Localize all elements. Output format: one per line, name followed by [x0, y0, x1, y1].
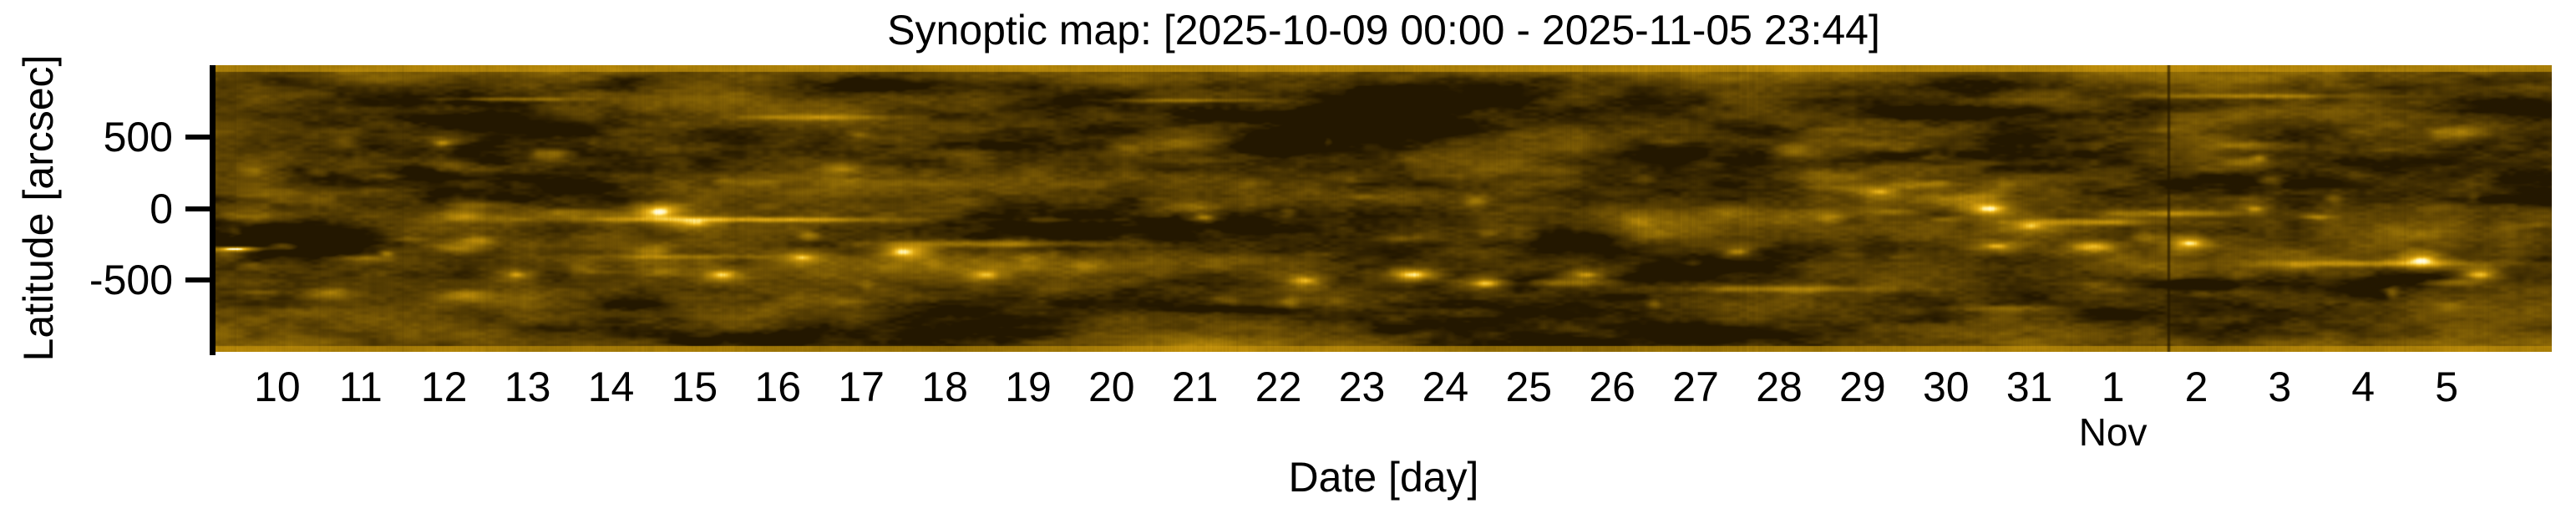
y-tick-label: 500 [103, 114, 173, 160]
x-tick-label: 21 [1171, 364, 1219, 410]
y-tick-mark [185, 135, 210, 140]
x-tick-label: 14 [587, 364, 635, 410]
y-tick-mark [185, 206, 210, 211]
x-tick-label: 15 [671, 364, 718, 410]
x-tick-label: 20 [1088, 364, 1135, 410]
x-tick-label: 31 [2006, 364, 2053, 410]
y-axis-spine [210, 65, 216, 355]
synoptic-map-image [216, 65, 2552, 352]
y-tick-label: 0 [150, 186, 173, 232]
y-tick-label: -500 [89, 257, 173, 303]
x-tick-label: 2 [2184, 364, 2208, 410]
x-tick-label: 12 [420, 364, 468, 410]
chart-title: Synoptic map: [2025-10-09 00:00 - 2025-1… [887, 7, 1880, 53]
x-tick-label: 24 [1422, 364, 1469, 410]
x-tick-label: 18 [921, 364, 968, 410]
x-tick-label: 23 [1338, 364, 1386, 410]
x-tick-label: 17 [838, 364, 885, 410]
x-tick-label: 26 [1589, 364, 1635, 410]
x-tick-label: 1 [2101, 364, 2125, 410]
x-tick-label: 29 [1839, 364, 1886, 410]
x-tick-label: 4 [2351, 364, 2376, 410]
x-tick-label: 5 [2435, 364, 2458, 410]
x-tick-label: 11 [338, 364, 383, 410]
x-tick-label: 10 [254, 364, 301, 410]
x-tick-label: 27 [1672, 364, 1719, 410]
x-tick-label: 19 [1005, 364, 1052, 410]
x-tick-label: 13 [504, 364, 551, 410]
x-tick-label: 25 [1505, 364, 1553, 410]
plot-area [216, 65, 2552, 352]
x-tick-label: 28 [1756, 364, 1803, 410]
x-tick-label: 3 [2268, 364, 2292, 410]
x-tick-label: 16 [754, 364, 802, 410]
x-tick-label: 30 [1922, 364, 1970, 410]
x-tick-label: 22 [1255, 364, 1302, 410]
y-tick-mark [185, 277, 210, 282]
x-axis-label: Date [day] [1288, 454, 1479, 501]
month-label: Nov [2078, 410, 2148, 454]
